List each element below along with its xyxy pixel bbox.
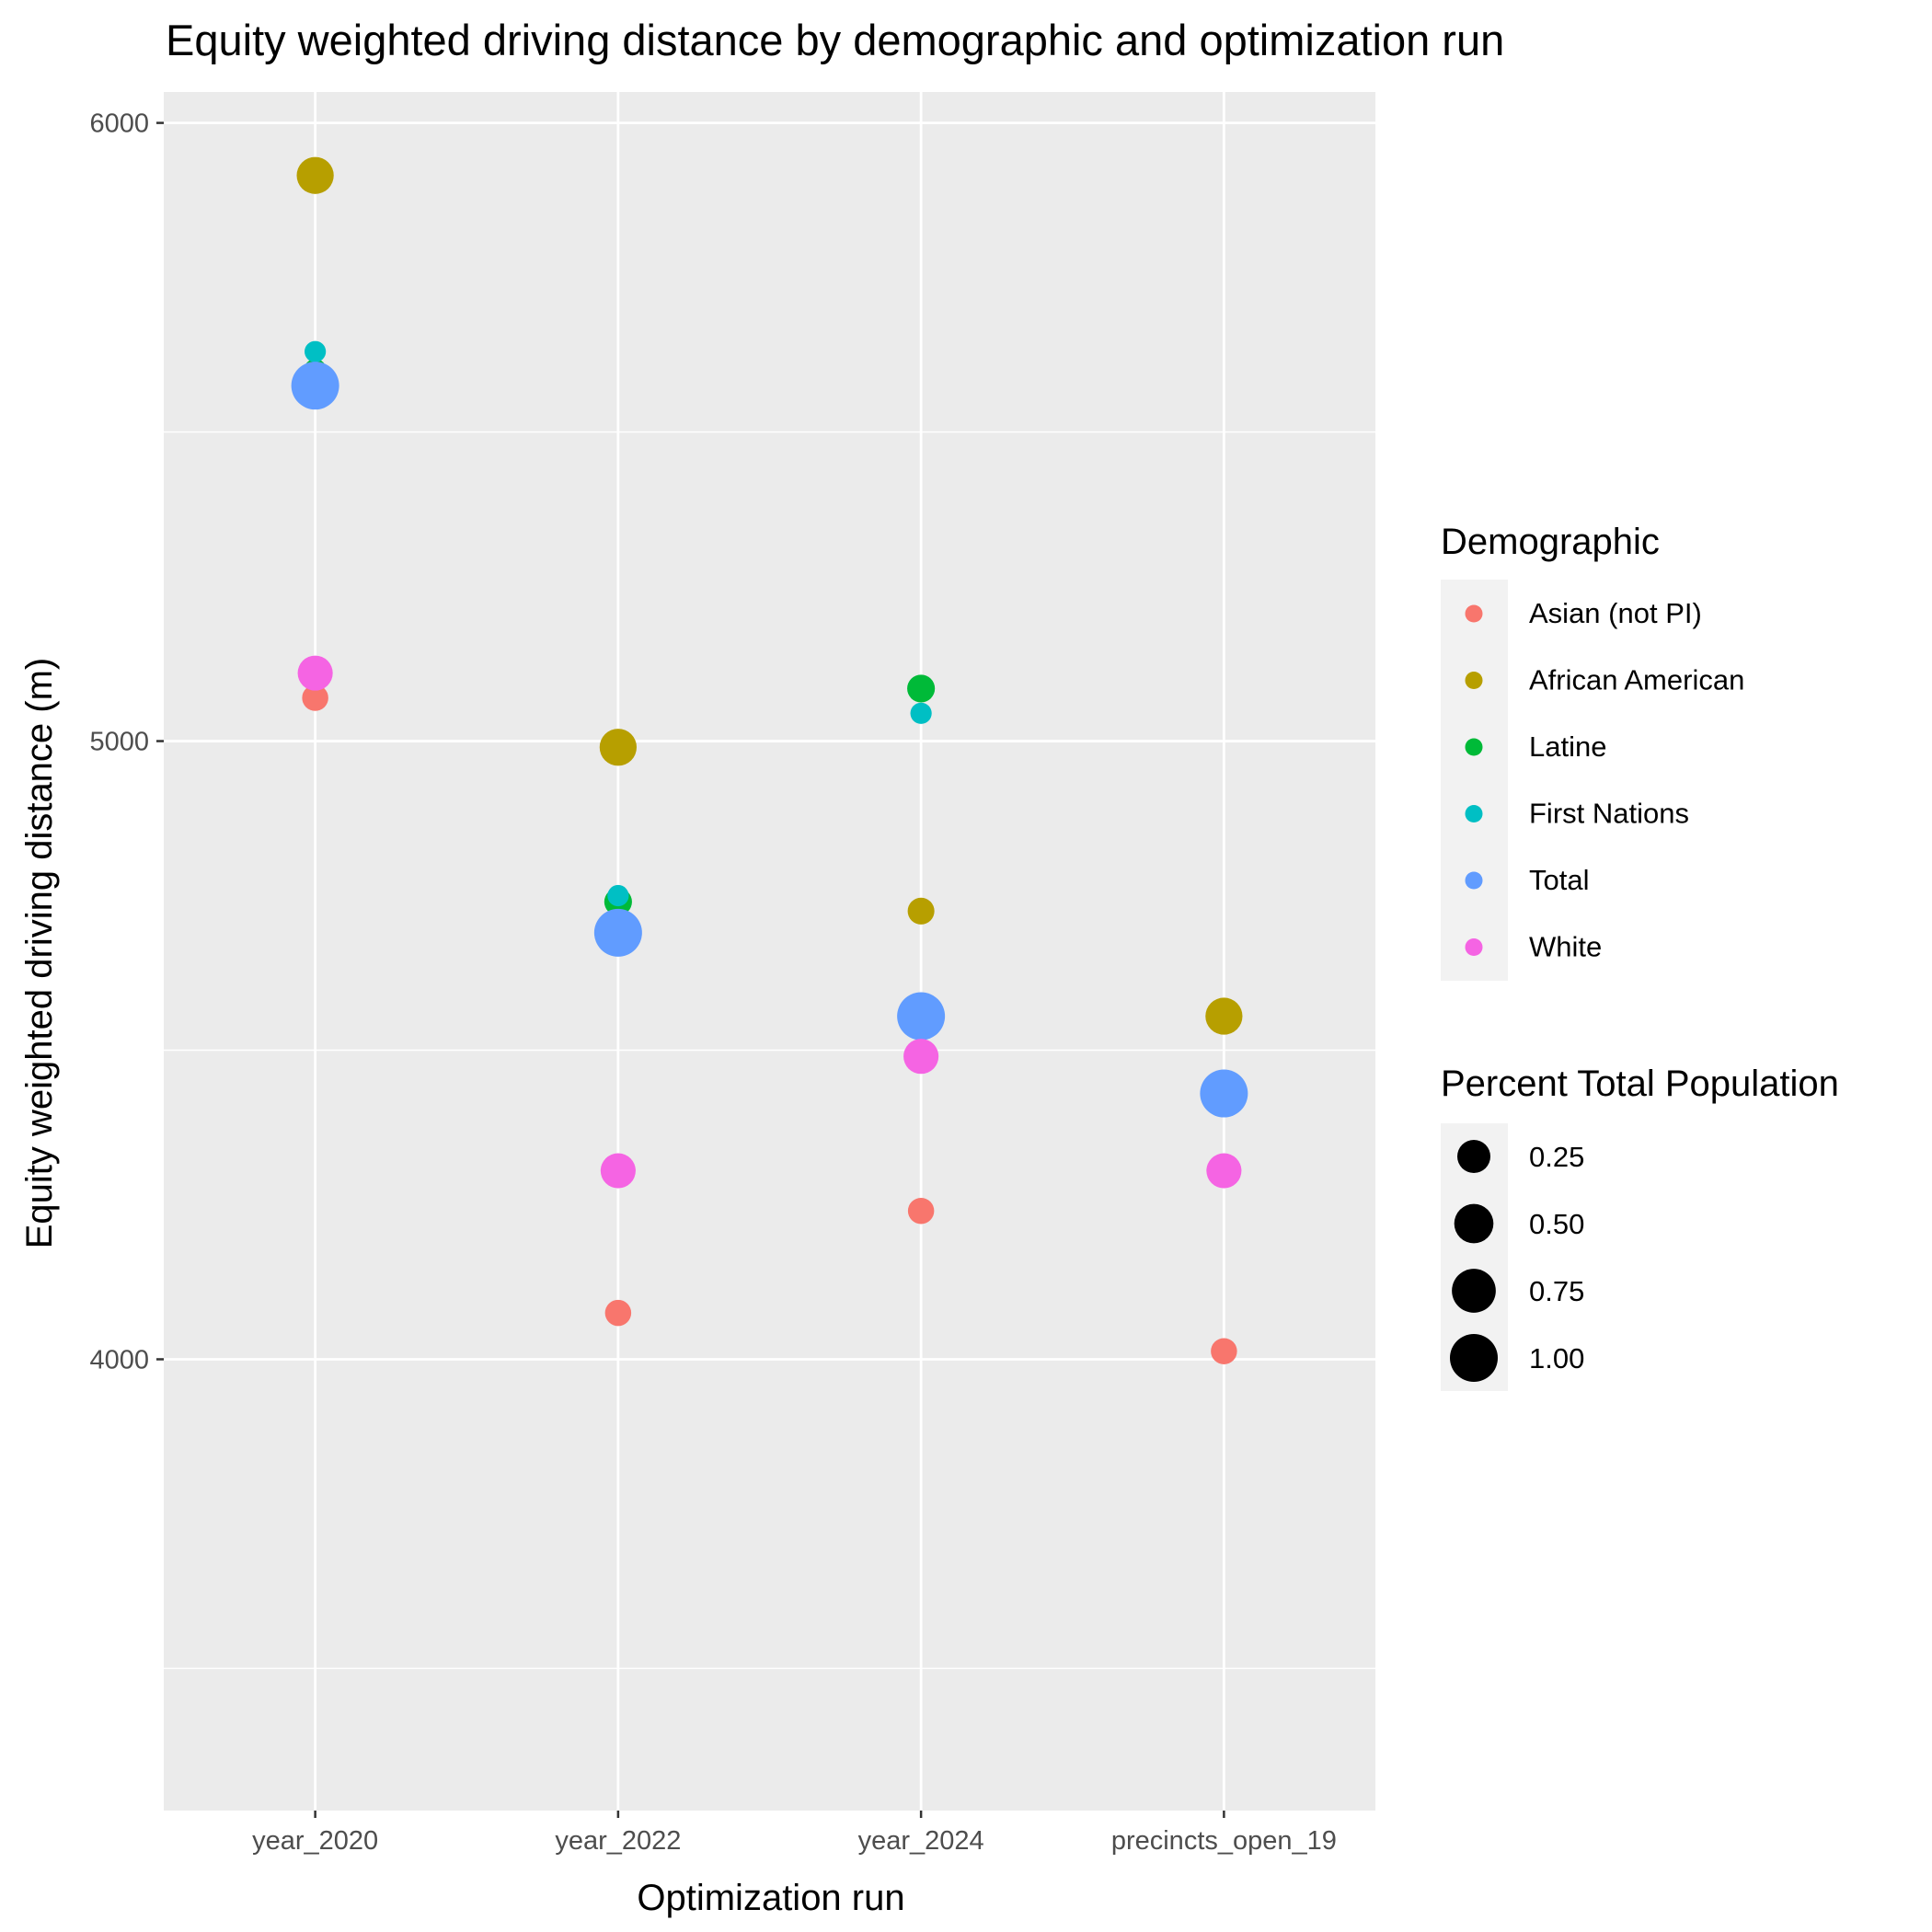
color-legend-label: Asian (not PI)	[1529, 597, 1702, 629]
data-points	[291, 156, 1248, 1364]
y-axis: 4000 5000 6000	[89, 109, 164, 1374]
x-axis: year_2020 year_2022 year_2024 precincts_ope…	[252, 1811, 1337, 1856]
data-point	[302, 684, 328, 711]
chart-title: Equity weighted driving distance by demo…	[166, 16, 1504, 64]
data-point	[607, 884, 629, 907]
data-point	[291, 362, 339, 410]
size-legend-title: Percent Total Population	[1441, 1064, 1839, 1104]
color-legend-title: Demographic	[1441, 522, 1660, 562]
x-tick-label: year_2020	[252, 1826, 378, 1856]
size-legend-key	[1450, 1334, 1498, 1382]
color-legend-key	[1465, 938, 1483, 956]
size-legend: Percent Total Population 0.25 0.50 0.75 1.0…	[1441, 1064, 1839, 1391]
color-legend-label: African American	[1529, 664, 1744, 696]
color-legend-key	[1465, 871, 1483, 890]
size-legend-label: 1.00	[1529, 1342, 1584, 1374]
color-legend: Demographic Asian (not PI) African Americ…	[1441, 522, 1744, 981]
data-point	[910, 702, 932, 724]
y-tick-label: 4000	[89, 1345, 149, 1374]
color-legend-label: First Nations	[1529, 798, 1689, 830]
color-legend-key-background	[1441, 580, 1508, 981]
minor-gridlines	[164, 431, 1375, 1670]
color-legend-key	[1465, 604, 1483, 623]
y-axis-title: Equity weighted driving distance (m)	[19, 658, 60, 1249]
data-point	[305, 340, 327, 362]
color-legend-label: Total	[1529, 864, 1589, 896]
x-tick-label: year_2024	[858, 1826, 984, 1856]
color-legend-key	[1465, 672, 1483, 689]
data-point	[593, 908, 642, 957]
data-point	[907, 897, 935, 925]
color-legend-label: White	[1529, 931, 1602, 963]
data-point	[1200, 1069, 1248, 1118]
x-axis-title: Optimization run	[637, 1878, 904, 1918]
data-point	[604, 1299, 632, 1327]
color-legend-key	[1465, 738, 1483, 756]
data-point	[1205, 997, 1243, 1035]
data-point	[903, 1039, 939, 1075]
data-point	[296, 156, 334, 194]
data-point	[600, 1153, 636, 1189]
size-legend-label: 0.75	[1529, 1275, 1584, 1307]
size-legend-key	[1454, 1203, 1494, 1244]
data-point	[297, 655, 333, 691]
y-tick-label: 6000	[89, 109, 149, 139]
major-gridlines	[164, 92, 1375, 1811]
data-point	[907, 1197, 935, 1225]
plot-panel	[164, 92, 1375, 1811]
data-point	[599, 729, 637, 766]
data-point	[1211, 1338, 1237, 1364]
size-legend-label: 0.25	[1529, 1141, 1584, 1173]
color-legend-label: Latine	[1529, 730, 1606, 763]
size-legend-key	[1457, 1140, 1490, 1173]
x-tick-label: year_2022	[555, 1826, 681, 1856]
size-legend-label: 0.50	[1529, 1208, 1584, 1240]
size-legend-key	[1452, 1269, 1496, 1313]
data-point	[907, 674, 936, 703]
color-legend-key	[1465, 805, 1483, 822]
data-point	[1206, 1153, 1242, 1189]
y-tick-label: 5000	[89, 728, 149, 757]
x-tick-label: precincts_open_19	[1111, 1826, 1337, 1856]
data-point	[897, 992, 946, 1041]
